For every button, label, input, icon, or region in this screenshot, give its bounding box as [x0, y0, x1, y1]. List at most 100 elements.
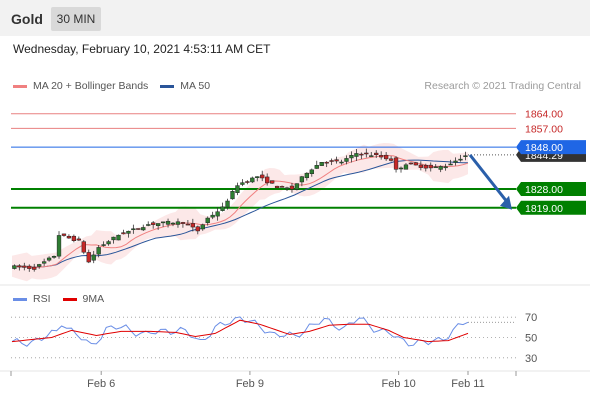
candle-body [463, 155, 468, 157]
candle-body [56, 235, 62, 257]
candle-body [349, 154, 354, 159]
candle-body [413, 162, 419, 166]
legend-label-9ma: 9MA [82, 293, 105, 305]
candle-body [235, 185, 240, 193]
candle-body [319, 162, 324, 166]
candle-body [438, 166, 443, 170]
candle-body [17, 265, 22, 268]
candle-body [443, 166, 448, 169]
candle-body [269, 180, 275, 184]
level-label-1819.00: 1819.00 [525, 203, 563, 215]
instrument-title: Gold [11, 11, 43, 27]
candle-body [66, 235, 72, 239]
candle-body [458, 158, 463, 161]
candle-body [294, 183, 300, 190]
candle-body [195, 226, 200, 232]
candle-body [151, 222, 156, 225]
x-axis-label-feb-11: Feb 11 [451, 378, 484, 390]
candle-body [289, 185, 295, 190]
candle-body [170, 222, 176, 225]
candle-body [393, 157, 399, 170]
candle-body [265, 176, 270, 184]
candle-body [453, 160, 458, 163]
candle-body [81, 241, 86, 253]
candle-body [22, 265, 27, 268]
legend-label-rsi: RSI [33, 293, 51, 305]
legend-swatch-ma50 [160, 84, 175, 88]
candle-body [255, 176, 260, 179]
candle-body [61, 233, 67, 236]
level-label-1864.00: 1864.00 [525, 109, 563, 121]
candle-body [111, 236, 116, 241]
legend-swatch-ma20 [13, 84, 27, 88]
legend-item-ma50: MA 50 [160, 80, 210, 92]
candle-body [369, 155, 374, 157]
candle-body [364, 152, 369, 155]
level-label-1857.00: 1857.00 [525, 123, 563, 135]
timeframe-button[interactable]: 30 MIN [51, 7, 101, 31]
candle-body [245, 181, 250, 183]
candle-body [76, 238, 81, 241]
candle-body [131, 228, 136, 230]
candle-body [374, 152, 379, 156]
candle-body [423, 164, 428, 169]
legend-item-ma20: MA 20 + Bollinger Bands [13, 80, 148, 92]
rsi-level-label-70: 70 [525, 312, 537, 324]
candle-body [46, 257, 52, 261]
candle-body [146, 224, 151, 226]
candle-body [433, 166, 438, 169]
candle-body [12, 265, 17, 269]
rsi-line [11, 316, 469, 347]
candle-body [304, 172, 309, 179]
candle-body [339, 161, 344, 164]
candle-body [344, 158, 349, 162]
candle-body [354, 153, 359, 157]
x-axis-label-feb-10: Feb 10 [381, 378, 415, 390]
candle-body [329, 160, 334, 162]
candle-body [175, 221, 181, 225]
datetime-label: Wednesday, February 10, 2021 4:53:11 AM … [13, 42, 271, 56]
candle-body [126, 230, 131, 234]
candle-body [160, 221, 166, 224]
candle-body [274, 185, 280, 189]
level-tag-1848.00 [516, 140, 586, 155]
legend-swatch-9ma [62, 297, 77, 301]
legend-item-9ma: 9MA [62, 293, 105, 305]
candle-body [32, 266, 37, 270]
candle-body [37, 264, 42, 267]
candle-body [116, 234, 121, 241]
candle-body [418, 164, 423, 168]
candle-body [91, 254, 96, 261]
candle-body [403, 164, 409, 170]
candle-body [309, 169, 314, 175]
candle-body [334, 159, 339, 162]
rsi-level-label-50: 50 [525, 333, 537, 345]
level-label-1848.00: 1848.00 [525, 142, 563, 154]
candle-body [180, 222, 186, 224]
rsi-ma-line [11, 319, 469, 343]
main-legend: MA 20 + Bollinger Bands MA 50 [13, 80, 222, 92]
candle-body [279, 186, 285, 188]
candle-body [86, 252, 91, 263]
candle-body [190, 223, 195, 228]
candle-body [27, 265, 32, 269]
candle-body [136, 228, 141, 230]
legend-label-ma50: MA 50 [180, 80, 211, 92]
candle-body [71, 235, 77, 242]
candle-body [448, 163, 453, 166]
candle-body [398, 167, 404, 170]
candle-body [225, 200, 230, 208]
candle-body [210, 214, 215, 218]
candle-body [240, 182, 245, 185]
candle-body [51, 256, 57, 258]
ma20-line [11, 154, 469, 268]
candle-body [106, 241, 111, 245]
candle-body [230, 191, 235, 200]
candle-body [220, 206, 225, 211]
candle-body [299, 176, 305, 183]
candle-body [205, 217, 210, 223]
rsi-legend: RSI 9MA [13, 293, 116, 305]
legend-item-rsi: RSI [13, 293, 51, 305]
candle-body [165, 220, 171, 225]
